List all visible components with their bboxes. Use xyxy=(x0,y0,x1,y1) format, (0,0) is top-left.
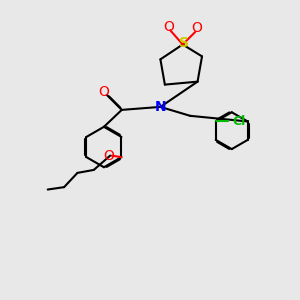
Text: O: O xyxy=(191,21,202,35)
Text: Cl: Cl xyxy=(233,115,246,128)
Text: O: O xyxy=(98,85,109,99)
Text: O: O xyxy=(163,20,174,34)
Text: N: N xyxy=(154,100,166,114)
Text: O: O xyxy=(103,148,114,163)
Text: S: S xyxy=(179,36,189,50)
